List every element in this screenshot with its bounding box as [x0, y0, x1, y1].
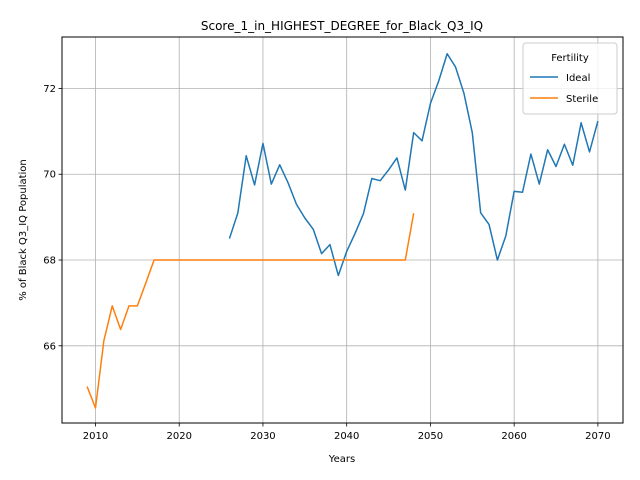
chart-title: Score_1_in_HIGHEST_DEGREE_for_Black_Q3_I… — [201, 19, 483, 33]
y-tick-label: 66 — [43, 341, 56, 352]
x-tick-label: 2020 — [166, 431, 191, 442]
x-tick-label: 2010 — [83, 431, 108, 442]
plot-frame — [61, 36, 624, 424]
x-axis-label: Years — [328, 454, 355, 465]
y-axis-label: % of Black Q3_IQ Population — [18, 159, 29, 301]
y-tick-label: 70 — [43, 170, 56, 181]
x-tick-label: 2060 — [501, 431, 526, 442]
y-tick-label: 72 — [43, 84, 56, 95]
x-tick-label: 2070 — [585, 431, 610, 442]
x-tick-label: 2030 — [250, 431, 275, 442]
legend-box — [522, 42, 618, 115]
legend-label-ideal: Ideal — [566, 73, 590, 84]
series-lines — [86, 52, 599, 409]
x-tick-label: 2040 — [334, 431, 359, 442]
legend-label-sterile: Sterile — [566, 94, 598, 105]
y-tick-label: 68 — [43, 256, 56, 267]
series-line-sterile — [86, 213, 415, 409]
series-line-ideal — [228, 52, 599, 277]
axis-ticks: 2010 2020 2030 2040 2050 2060 2070 66 68 70 72 — [43, 84, 610, 442]
legend: Fertility Ideal Sterile — [522, 42, 618, 115]
legend-title: Fertility — [551, 53, 589, 64]
x-tick-label: 2050 — [418, 431, 443, 442]
